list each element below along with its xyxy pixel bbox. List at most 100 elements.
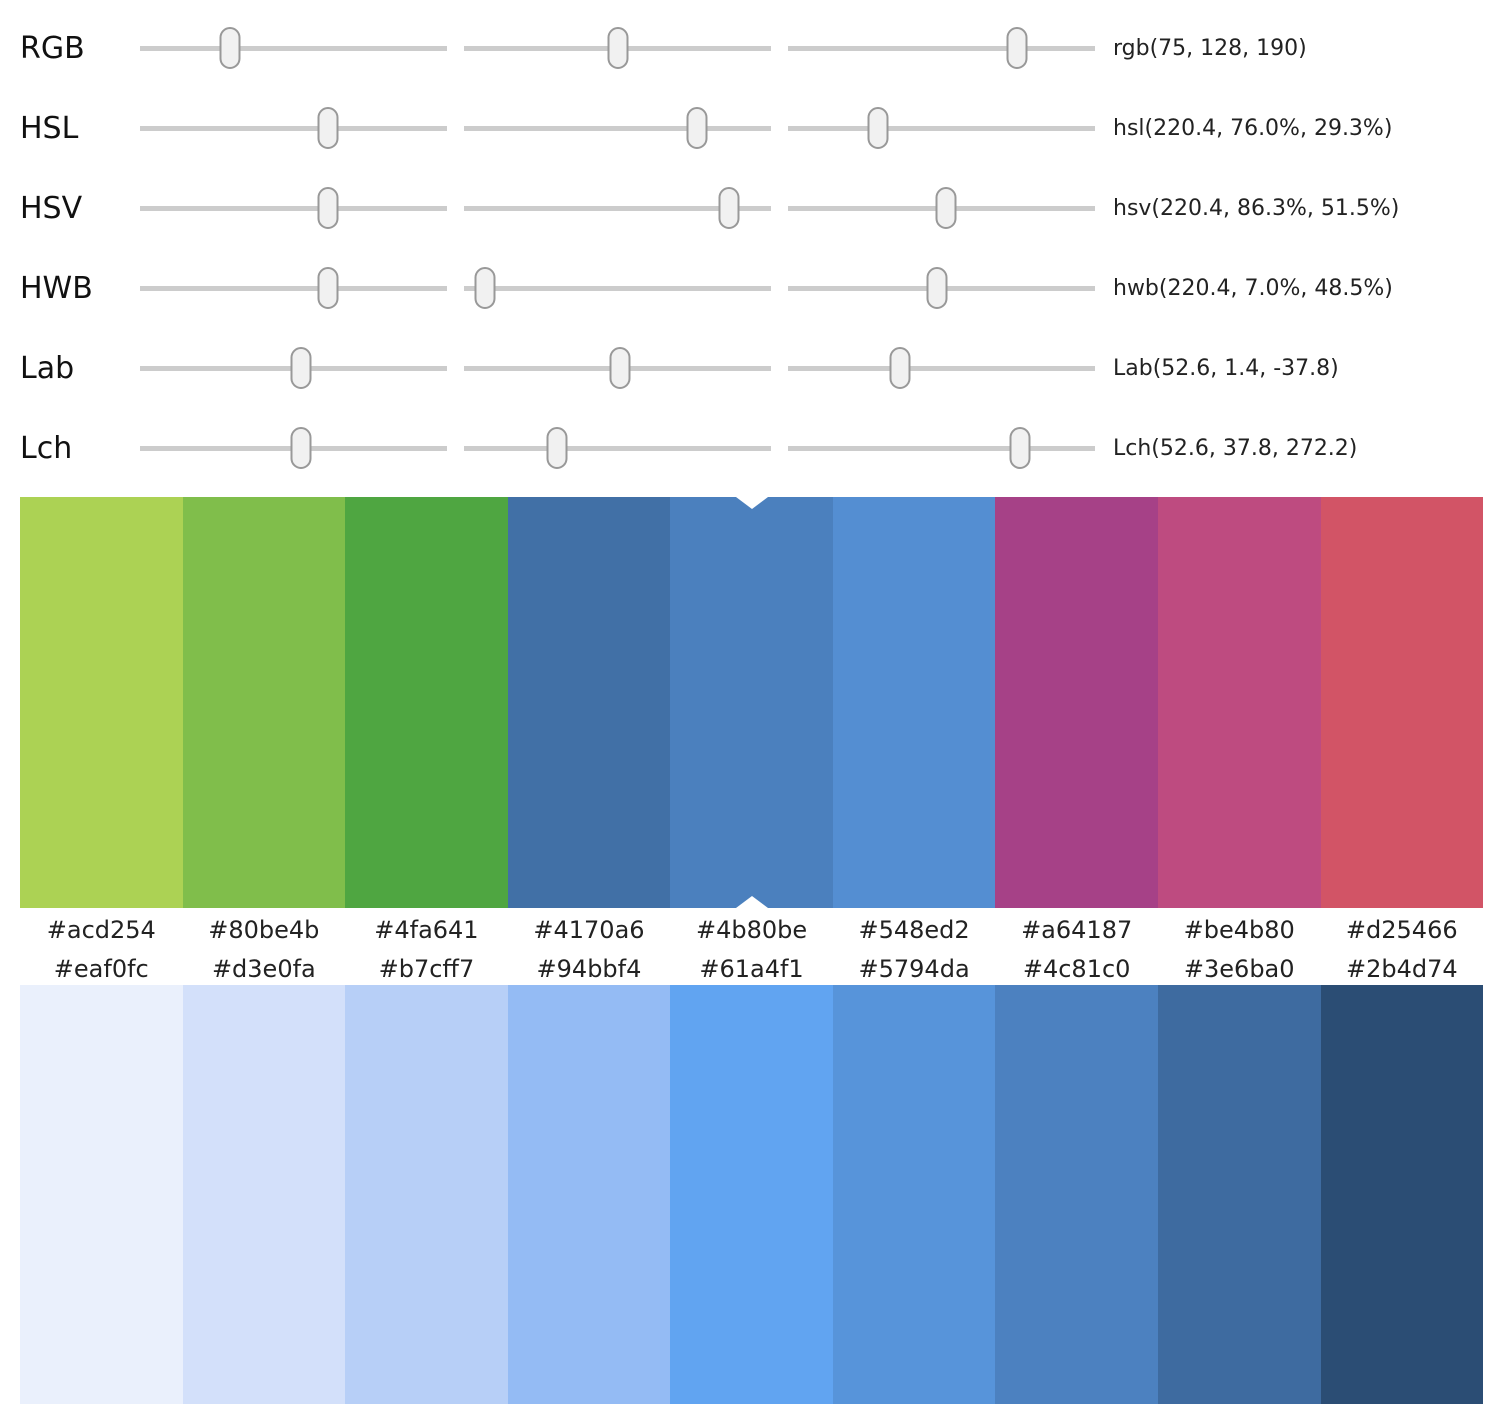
slider-row-hsv: HSV hsv(220.4, 86.3%, 51.5%)	[0, 168, 1501, 248]
slider-track	[464, 126, 771, 131]
hwb-value-text: hwb(220.4, 7.0%, 48.5%)	[1113, 275, 1393, 301]
slider-thumb[interactable]	[889, 347, 911, 389]
lightness-swatch[interactable]	[1320, 985, 1484, 1404]
hex-label: #4fa641	[374, 916, 479, 944]
slider-track	[788, 446, 1095, 451]
hex-label: #61a4f1	[699, 954, 804, 983]
lab-slider-channel-3[interactable]	[788, 328, 1095, 408]
slider-thumb[interactable]	[1006, 27, 1028, 69]
hsl-value-text: hsl(220.4, 76.0%, 29.3%)	[1113, 115, 1393, 141]
slider-track	[140, 126, 447, 131]
hex-label: #94bbf4	[536, 954, 642, 983]
hue-swatch[interactable]	[995, 497, 1158, 908]
slider-thumb[interactable]	[718, 187, 740, 229]
slider-track	[788, 46, 1095, 51]
hue-swatch[interactable]	[20, 497, 183, 908]
hex-label: #2b4d74	[1345, 954, 1458, 983]
hex-label: #3e6ba0	[1183, 954, 1295, 983]
hsl-slider-channel-2[interactable]	[464, 88, 771, 168]
rgb-slider-channel-3[interactable]	[788, 8, 1095, 88]
hwb-slider-channel-3[interactable]	[788, 248, 1095, 328]
slider-track	[140, 46, 447, 51]
slider-track	[464, 206, 771, 211]
lightness-swatch[interactable]	[20, 985, 183, 1404]
hue-hex-labels: #acd254 #80be4b #4fa641 #4170a6 #4b80be …	[20, 908, 1483, 952]
slider-row-lch: Lch Lch(52.6, 37.8, 272.2)	[0, 408, 1501, 488]
lightness-hex-labels: #eaf0fc #d3e0fa #b7cff7 #94bbf4 #61a4f1 …	[20, 952, 1483, 985]
hsv-slider-channel-3[interactable]	[788, 168, 1095, 248]
hex-label: #4170a6	[533, 916, 645, 944]
slider-track	[464, 286, 771, 291]
lightness-swatch[interactable]	[1157, 985, 1321, 1404]
lch-slider-channel-3[interactable]	[788, 408, 1095, 488]
slider-thumb[interactable]	[317, 107, 339, 149]
hue-swatch[interactable]	[1157, 497, 1321, 908]
hue-swatch[interactable]	[507, 497, 671, 908]
hwb-slider-channel-2[interactable]	[464, 248, 771, 328]
slider-thumb[interactable]	[926, 267, 948, 309]
lightness-swatch[interactable]	[345, 985, 508, 1404]
slider-thumb[interactable]	[686, 107, 708, 149]
slider-thumb[interactable]	[546, 427, 568, 469]
slider-thumb[interactable]	[290, 347, 312, 389]
slider-thumb[interactable]	[1009, 427, 1031, 469]
slider-row-rgb: RGB rgb(75, 128, 190)	[0, 8, 1501, 88]
hue-swatch-selected[interactable]	[670, 497, 833, 908]
slider-row-label: Lch	[20, 430, 73, 466]
slider-panel: RGB rgb(75, 128, 190) HSL	[0, 0, 1501, 488]
slider-thumb[interactable]	[935, 187, 957, 229]
hex-label: #eaf0fc	[53, 954, 149, 983]
lab-slider-channel-2[interactable]	[464, 328, 771, 408]
hex-label: #be4b80	[1183, 916, 1295, 944]
hsl-slider-channel-1[interactable]	[140, 88, 447, 168]
lightness-swatch[interactable]	[995, 985, 1158, 1404]
hex-label: #a64187	[1021, 916, 1133, 944]
lightness-swatch[interactable]	[832, 985, 996, 1404]
slider-thumb[interactable]	[317, 267, 339, 309]
slider-track	[140, 206, 447, 211]
lab-value-text: Lab(52.6, 1.4, -37.8)	[1113, 355, 1339, 381]
slider-track	[788, 366, 1095, 371]
hsv-slider-channel-2[interactable]	[464, 168, 771, 248]
slider-row-hsl: HSL hsl(220.4, 76.0%, 29.3%)	[0, 88, 1501, 168]
hwb-slider-channel-1[interactable]	[140, 248, 447, 328]
rgb-slider-channel-2[interactable]	[464, 8, 771, 88]
hsv-value-text: hsv(220.4, 86.3%, 51.5%)	[1113, 195, 1400, 221]
lightness-swatch[interactable]	[507, 985, 671, 1404]
slider-row-label: HSL	[20, 110, 79, 146]
slider-thumb[interactable]	[290, 427, 312, 469]
slider-row-lab: Lab Lab(52.6, 1.4, -37.8)	[0, 328, 1501, 408]
lch-slider-channel-2[interactable]	[464, 408, 771, 488]
slider-row-label: HSV	[20, 190, 83, 226]
slider-track	[788, 126, 1095, 131]
slider-thumb[interactable]	[607, 27, 629, 69]
slider-thumb[interactable]	[867, 107, 889, 149]
hex-label: #4b80be	[695, 916, 808, 944]
lightness-swatch[interactable]	[182, 985, 346, 1404]
lch-value-text: Lch(52.6, 37.8, 272.2)	[1113, 435, 1358, 461]
lightness-swatch[interactable]	[670, 985, 833, 1404]
lab-slider-channel-1[interactable]	[140, 328, 447, 408]
lch-slider-channel-1[interactable]	[140, 408, 447, 488]
slider-thumb[interactable]	[609, 347, 631, 389]
hsl-slider-channel-3[interactable]	[788, 88, 1095, 168]
hex-label: #548ed2	[858, 916, 970, 944]
rgb-slider-channel-1[interactable]	[140, 8, 447, 88]
hue-swatch[interactable]	[345, 497, 508, 908]
hex-label: #acd254	[46, 916, 156, 944]
hue-swatch[interactable]	[832, 497, 996, 908]
hue-swatch[interactable]	[1320, 497, 1484, 908]
slider-thumb[interactable]	[474, 267, 496, 309]
hex-label: #d3e0fa	[211, 954, 316, 983]
slider-row-hwb: HWB hwb(220.4, 7.0%, 48.5%)	[0, 248, 1501, 328]
slider-thumb[interactable]	[317, 187, 339, 229]
slider-thumb[interactable]	[219, 27, 241, 69]
slider-row-label: HWB	[20, 270, 93, 306]
hex-label: #b7cff7	[378, 954, 475, 983]
hue-palette	[20, 497, 1484, 908]
slider-track	[140, 286, 447, 291]
hsv-slider-channel-1[interactable]	[140, 168, 447, 248]
hex-label: #5794da	[858, 954, 970, 983]
hue-swatch[interactable]	[182, 497, 346, 908]
